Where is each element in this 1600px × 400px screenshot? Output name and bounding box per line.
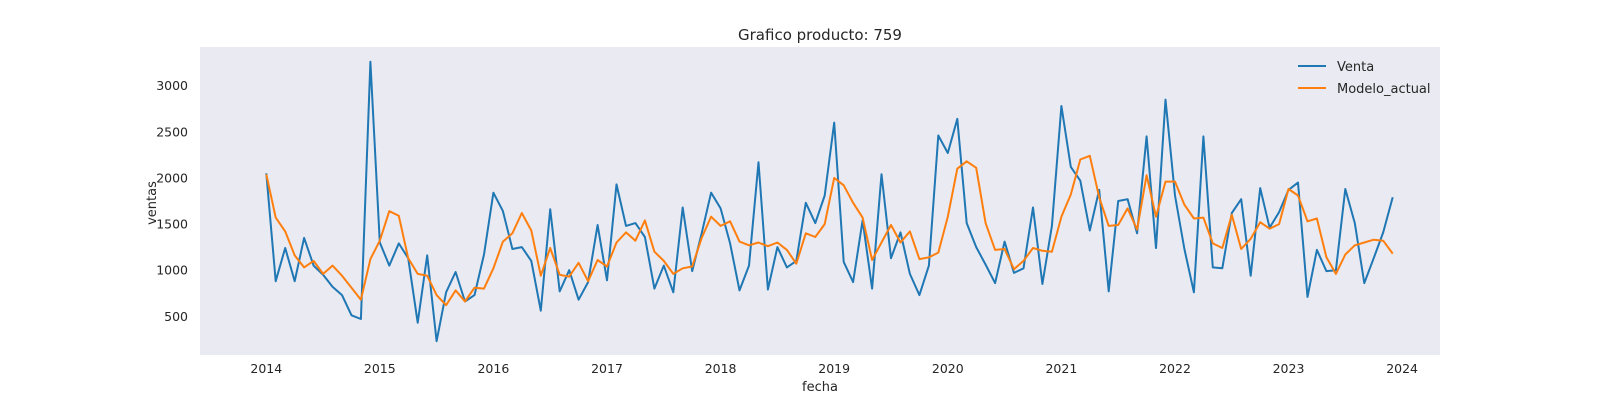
x-tick-label: 2023 <box>1273 361 1305 376</box>
x-axis-label: fecha <box>802 380 838 395</box>
x-tick-label: 2014 <box>250 361 282 376</box>
series-line-modelo-actual <box>265 154 1394 307</box>
series-lines <box>265 60 1394 343</box>
x-tick-label: 2018 <box>705 361 737 376</box>
y-tick-label: 1000 <box>156 263 188 278</box>
x-tick-label: 2016 <box>477 361 509 376</box>
y-tick-label: 2500 <box>156 124 188 139</box>
y-axis-ticks: 500 1000 1500 2000 2500 3000 <box>156 78 188 324</box>
x-tick-label: 2015 <box>364 361 396 376</box>
chart-title: Grafico producto: 759 <box>738 26 902 44</box>
y-tick-label: 500 <box>164 309 188 324</box>
x-tick-label: 2017 <box>591 361 623 376</box>
x-tick-label: 2021 <box>1045 361 1077 376</box>
series-line-venta <box>265 60 1394 343</box>
x-tick-label: 2022 <box>1159 361 1191 376</box>
plot-background <box>200 47 1440 355</box>
x-axis-ticks: 2014 2015 2016 2017 2018 2019 2020 2021 2022 2023… <box>250 361 1418 376</box>
x-tick-label: 2019 <box>818 361 850 376</box>
y-tick-label: 1500 <box>156 217 188 232</box>
x-tick-label: 2024 <box>1386 361 1418 376</box>
x-tick-label: 2020 <box>932 361 964 376</box>
legend-label-modelo-actual: Modelo_actual <box>1337 82 1431 97</box>
y-tick-label: 3000 <box>156 78 188 93</box>
legend-label-venta: Venta <box>1337 60 1374 75</box>
y-tick-label: 2000 <box>156 170 188 185</box>
legend: Venta Modelo_actual <box>1298 60 1431 97</box>
y-axis-label: ventas <box>145 181 160 225</box>
